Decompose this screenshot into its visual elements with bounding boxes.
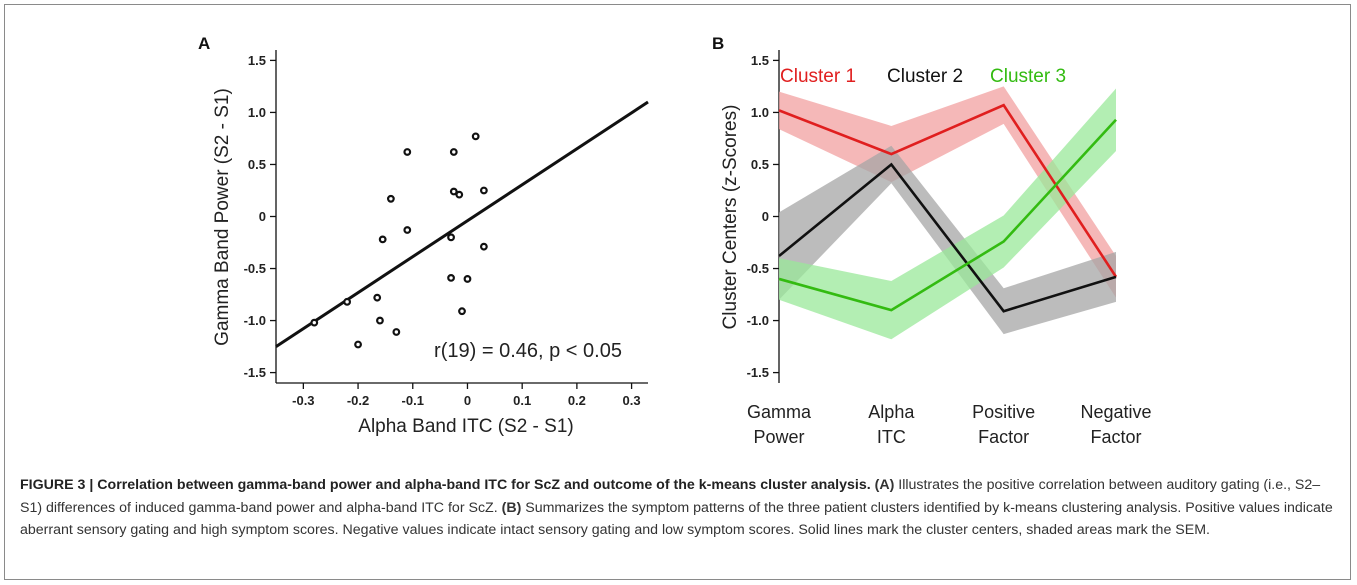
scatter-point bbox=[451, 149, 457, 155]
category-label: Negative bbox=[1080, 402, 1151, 422]
a-y-tick-label: 1.0 bbox=[248, 105, 266, 120]
scatter-point bbox=[377, 318, 383, 324]
panel-a-x-axis: -0.3 -0.2 -0.1 0 0.1 0.2 0.3 bbox=[276, 383, 648, 408]
panel-b-y-label: Cluster Centers (z-Scores) bbox=[720, 105, 741, 330]
figure-graphic: A 1.5 1.0 0.5 0 -0.5 -1.0 -1.5 -0.3 -0.2 -0.1 0 0.… bbox=[0, 0, 1357, 470]
panel-b: B 1.5 1.0 0.5 0 -0.5 -1.0 -1.5 Gamma Power Alpha… bbox=[712, 34, 1152, 447]
scatter-point bbox=[473, 134, 479, 140]
category-label: ITC bbox=[877, 427, 906, 447]
figure-caption: FIGURE 3 | Correlation between gamma-ban… bbox=[20, 474, 1340, 542]
scatter-point bbox=[448, 275, 454, 281]
scatter-point bbox=[404, 227, 410, 233]
category-label: Factor bbox=[1090, 427, 1141, 447]
panel-b-letter: B bbox=[712, 34, 724, 53]
panel-a-letter: A bbox=[198, 34, 210, 53]
panel-b-legend: Cluster 1 Cluster 2 Cluster 3 bbox=[780, 66, 1066, 87]
category-label: Alpha bbox=[868, 402, 915, 422]
a-y-tick-label: 0.5 bbox=[248, 157, 266, 172]
scatter-point bbox=[374, 295, 380, 301]
panel-b-y-axis: 1.5 1.0 0.5 0 -0.5 -1.0 -1.5 bbox=[747, 50, 779, 383]
legend-item: Cluster 2 bbox=[887, 66, 963, 87]
scatter-point bbox=[311, 320, 317, 326]
a-y-tick-label: -0.5 bbox=[244, 261, 266, 276]
category-label: Positive bbox=[972, 402, 1035, 422]
a-x-tick-label: -0.3 bbox=[292, 393, 314, 408]
scatter-point bbox=[388, 196, 394, 202]
scatter-point bbox=[394, 329, 400, 335]
b-y-tick-label: -1.0 bbox=[747, 313, 769, 328]
a-x-tick-label: 0.1 bbox=[513, 393, 531, 408]
panel-a-y-axis: 1.5 1.0 0.5 0 -0.5 -1.0 -1.5 bbox=[244, 50, 276, 383]
scatter-point bbox=[456, 192, 462, 198]
legend-item: Cluster 1 bbox=[780, 66, 856, 87]
panel-a: A 1.5 1.0 0.5 0 -0.5 -1.0 -1.5 -0.3 -0.2 -0.1 0 0.… bbox=[198, 34, 648, 437]
caption-ref-b: (B) bbox=[502, 500, 522, 516]
caption-title: FIGURE 3 | Correlation between gamma-ban… bbox=[20, 477, 871, 493]
a-y-tick-label: -1.0 bbox=[244, 313, 266, 328]
b-y-tick-label: 1.5 bbox=[751, 53, 769, 68]
panel-a-x-label: Alpha Band ITC (S2 - S1) bbox=[358, 416, 573, 437]
scatter-point bbox=[404, 149, 410, 155]
panel-a-annotation: r(19) = 0.46, p < 0.05 bbox=[434, 340, 622, 362]
a-x-tick-label: 0.3 bbox=[623, 393, 641, 408]
b-y-tick-label: 1.0 bbox=[751, 105, 769, 120]
panel-b-x-axis: Gamma Power Alpha ITC Positive Factor Negative… bbox=[747, 402, 1152, 447]
category-label: Gamma bbox=[747, 402, 812, 422]
panel-b-plot-area bbox=[779, 86, 1116, 339]
scatter-point bbox=[355, 342, 361, 348]
legend-item: Cluster 3 bbox=[990, 66, 1066, 87]
scatter-point bbox=[380, 237, 386, 243]
scatter-point bbox=[459, 308, 465, 314]
a-y-tick-label: 0 bbox=[259, 209, 266, 224]
scatter-point bbox=[465, 276, 471, 282]
caption-ref-a: (A) bbox=[875, 477, 895, 493]
scatter-point bbox=[481, 244, 487, 250]
a-y-tick-label: 1.5 bbox=[248, 53, 266, 68]
panel-a-y-label: Gamma Band Power (S2 - S1) bbox=[212, 88, 233, 346]
a-x-tick-label: 0 bbox=[464, 393, 471, 408]
category-label: Factor bbox=[978, 427, 1029, 447]
b-y-tick-label: 0 bbox=[762, 209, 769, 224]
a-x-tick-label: -0.2 bbox=[347, 393, 369, 408]
b-y-tick-label: -1.5 bbox=[747, 365, 769, 380]
b-y-tick-label: 0.5 bbox=[751, 157, 769, 172]
scatter-point bbox=[344, 299, 350, 305]
scatter-point bbox=[481, 188, 487, 194]
b-y-tick-label: -0.5 bbox=[747, 261, 769, 276]
scatter-point bbox=[448, 235, 454, 241]
a-y-tick-label: -1.5 bbox=[244, 365, 266, 380]
panel-a-plot-area bbox=[276, 102, 648, 347]
category-label: Power bbox=[753, 427, 804, 447]
a-x-tick-label: -0.1 bbox=[402, 393, 424, 408]
a-x-tick-label: 0.2 bbox=[568, 393, 586, 408]
